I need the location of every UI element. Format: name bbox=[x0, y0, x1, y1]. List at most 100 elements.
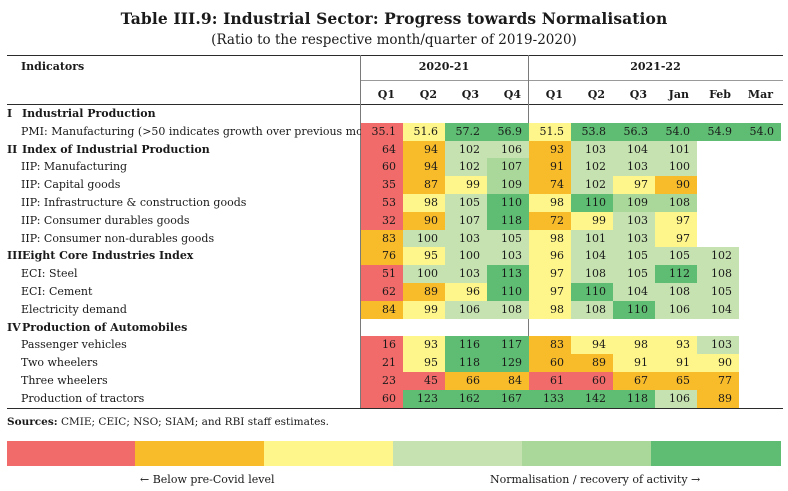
table-row: ECI: Steel 51 100 103 113 97 108 105 112 108 bbox=[7, 265, 783, 283]
value-cell: 108 bbox=[655, 194, 697, 212]
table-row: ECI: Cement 62 89 96 110 97 110 104 108 105 bbox=[7, 283, 783, 301]
section-label: II Index of Industrial Production bbox=[7, 143, 210, 156]
value-cell: 118 bbox=[445, 354, 487, 372]
col-divider-label bbox=[360, 55, 361, 408]
header-top-rule bbox=[7, 55, 783, 56]
sources-label: Sources: bbox=[7, 416, 58, 428]
value-cell: 100 bbox=[403, 229, 445, 248]
value-cell: 87 bbox=[403, 176, 445, 194]
value-cell: 60 bbox=[571, 372, 613, 390]
value-cell: 105 bbox=[487, 229, 529, 248]
section-title: Production of Automobiles bbox=[22, 320, 188, 334]
value-cell: 89 bbox=[403, 283, 445, 301]
value-cell: 106 bbox=[445, 300, 487, 319]
value-cell: 162 bbox=[445, 389, 487, 408]
legend-below-label: ← Below pre-Covid level bbox=[140, 473, 275, 486]
value-cell: 54.9 bbox=[697, 122, 739, 141]
table-row: Three wheelers 23 45 66 84 61 60 67 65 77 bbox=[7, 372, 783, 390]
table-row: Production of tractors 60 123 162 167 133 142 1… bbox=[7, 389, 783, 408]
value-cell: 93 bbox=[403, 336, 445, 355]
value-cell: 102 bbox=[445, 158, 487, 177]
value-cell: 35.1 bbox=[361, 122, 403, 141]
value-cell: 101 bbox=[655, 140, 697, 159]
value-cell: 60 bbox=[529, 354, 571, 372]
value-cell: 90 bbox=[403, 211, 445, 230]
value-cell: 106 bbox=[655, 300, 697, 319]
value-cell: 107 bbox=[445, 211, 487, 230]
value-cell: 94 bbox=[403, 140, 445, 159]
indicator-label: IIP: Infrastructure & construction goods bbox=[21, 196, 247, 209]
color-legend-bar bbox=[7, 441, 781, 466]
value-cell: 16 bbox=[361, 336, 403, 355]
value-cell: 51 bbox=[361, 265, 403, 283]
value-cell: 83 bbox=[361, 229, 403, 248]
indicator-label: PMI: Manufacturing (>50 indicates growth… bbox=[21, 124, 386, 138]
value-cell: 51.6 bbox=[403, 122, 445, 141]
value-cell: 123 bbox=[403, 389, 445, 408]
value-cell: 100 bbox=[403, 265, 445, 283]
indicator-label: IIP: Capital goods bbox=[21, 178, 121, 192]
value-cell: 102 bbox=[445, 140, 487, 159]
value-cell: 61 bbox=[529, 372, 571, 390]
value-cell: 103 bbox=[487, 247, 529, 266]
sources-note: Sources: CMIE; CEIC; NSO; SIAM; and RBI … bbox=[7, 416, 329, 428]
value-cell: 45 bbox=[403, 372, 445, 390]
value-cell: 77 bbox=[697, 372, 739, 390]
value-cell: 74 bbox=[529, 176, 571, 194]
legend-swatch bbox=[264, 441, 393, 466]
indicator-label: IIP: Consumer non-durables goods bbox=[21, 231, 215, 245]
value-cell: 54.0 bbox=[655, 122, 697, 141]
section-title: Industrial Production bbox=[22, 107, 156, 120]
table-row: Passenger vehicles 16 93 116 117 83 94 98 93 103 bbox=[7, 336, 783, 355]
value-cell: 102 bbox=[697, 247, 739, 266]
value-cell: 105 bbox=[613, 247, 655, 266]
legend-swatch bbox=[522, 441, 651, 466]
indicator-label: Two wheelers bbox=[21, 356, 98, 370]
value-cell: 98 bbox=[529, 194, 571, 212]
value-cell: 83 bbox=[529, 336, 571, 355]
legend-swatch bbox=[135, 441, 264, 466]
column-header: Q2 bbox=[419, 88, 437, 101]
value-cell: 94 bbox=[403, 158, 445, 177]
value-cell: 96 bbox=[529, 247, 571, 266]
value-cell: 99 bbox=[403, 300, 445, 319]
section-label: I Industrial Production bbox=[7, 107, 156, 120]
header-bottom-rule bbox=[7, 104, 783, 105]
value-cell: 118 bbox=[613, 389, 655, 408]
value-cell: 53 bbox=[361, 194, 403, 212]
table-row: IIP: Infrastructure & construction goods… bbox=[7, 194, 783, 212]
value-cell: 95 bbox=[403, 247, 445, 266]
value-cell: 97 bbox=[529, 283, 571, 301]
value-cell: 98 bbox=[529, 229, 571, 248]
table-bottom-rule bbox=[7, 408, 783, 409]
value-cell: 53.8 bbox=[571, 122, 613, 141]
value-cell: 103 bbox=[613, 229, 655, 248]
column-header: Q4 bbox=[503, 88, 521, 101]
value-cell: 103 bbox=[613, 158, 655, 177]
indicator-label: ECI: Steel bbox=[21, 267, 78, 281]
value-cell: 104 bbox=[613, 283, 655, 301]
value-cell: 105 bbox=[613, 265, 655, 283]
column-header: Q1 bbox=[545, 88, 563, 101]
value-cell: 106 bbox=[487, 140, 529, 159]
column-header: Jan bbox=[668, 88, 689, 101]
value-cell: 91 bbox=[613, 354, 655, 372]
section-label: IIIEight Core Industries Index bbox=[7, 249, 193, 262]
indicator-label: ECI: Cement bbox=[21, 285, 93, 298]
value-cell: 142 bbox=[571, 389, 613, 408]
value-cell: 167 bbox=[487, 389, 529, 408]
section-number: I bbox=[7, 107, 13, 120]
year-group-2020-21: 2020-21 bbox=[418, 60, 470, 73]
value-cell: 54.0 bbox=[739, 122, 781, 141]
value-cell: 99 bbox=[445, 176, 487, 194]
value-cell: 133 bbox=[529, 389, 571, 408]
section-label: IVProduction of Automobiles bbox=[7, 321, 187, 334]
value-cell: 104 bbox=[697, 300, 739, 319]
value-cell: 102 bbox=[571, 176, 613, 194]
value-cell: 129 bbox=[487, 354, 529, 372]
indicator-label: Passenger vehicles bbox=[21, 338, 127, 352]
section-number: II bbox=[7, 142, 18, 156]
value-cell: 112 bbox=[655, 265, 697, 283]
value-cell: 72 bbox=[529, 211, 571, 230]
value-cell: 109 bbox=[487, 176, 529, 194]
